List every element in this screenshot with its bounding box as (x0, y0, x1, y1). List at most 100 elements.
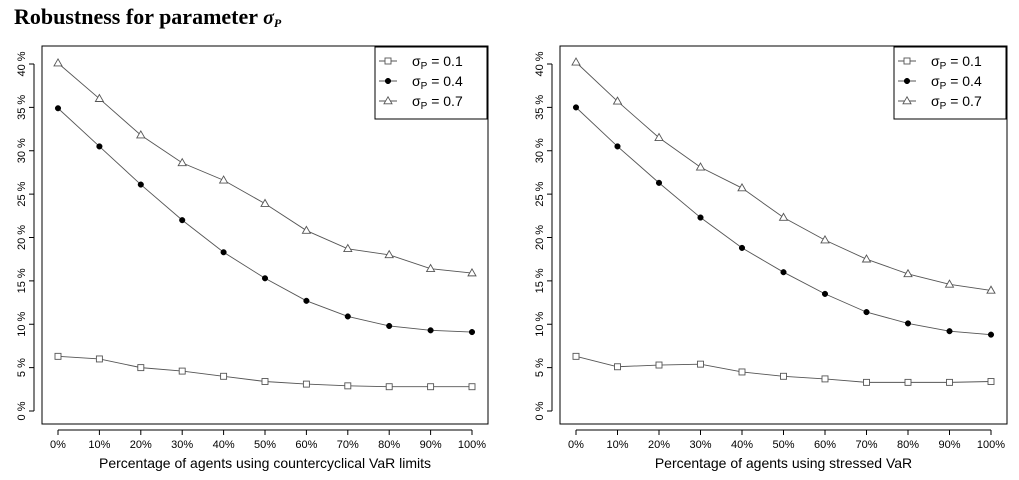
data-point (137, 364, 145, 372)
chart-panel-left: 0 % 5 % 10 % 15 % 20 % 25 % 30 % 35 % 40 % 0% 10% 2… (16, 45, 489, 471)
y-tick-label: 35 % (534, 95, 546, 120)
legend-symbol: σ (931, 93, 940, 109)
x-tick-label: 40% (213, 439, 235, 451)
legend-value: = 0.1 (427, 53, 463, 69)
legend-marker (383, 95, 393, 105)
data-point (904, 320, 912, 327)
data-point (303, 297, 310, 304)
data-point (572, 352, 580, 360)
y-tick-label: 5 % (534, 358, 546, 377)
data-point (944, 279, 955, 288)
data-point (987, 331, 995, 338)
data-point (177, 157, 187, 167)
data-point (94, 93, 105, 102)
data-point (178, 367, 186, 375)
legend-marker (384, 77, 392, 85)
data-point (738, 244, 746, 251)
y-tick-label: 10 % (534, 311, 546, 336)
y-tick-label: 15 % (16, 268, 28, 293)
data-point (863, 309, 870, 316)
legend-marker (902, 95, 912, 105)
legend-box (893, 46, 1007, 120)
data-point (218, 175, 229, 184)
data-point (260, 198, 270, 207)
x-tick-label: 10% (606, 439, 628, 451)
data-point (54, 105, 62, 112)
data-point (468, 383, 476, 391)
x-tick-label: 10% (88, 439, 110, 451)
data-point (946, 328, 953, 335)
legend-box (374, 46, 488, 120)
legend-marker (903, 57, 911, 65)
legend-symbol: σ (931, 53, 940, 69)
legend-value: = 0.1 (946, 53, 982, 69)
legend-label: σP = 0.4 (412, 73, 463, 92)
data-point (614, 143, 621, 150)
legend-symbol: σ (931, 73, 940, 89)
x-tick-label: 90% (938, 439, 960, 451)
data-point (54, 352, 62, 360)
data-point (697, 214, 704, 221)
legend-value: = 0.7 (427, 93, 463, 109)
data-point (820, 234, 830, 244)
x-tick-label: 100% (458, 439, 486, 451)
x-tick-label: 80% (378, 439, 400, 451)
y-tick-label: 10 % (16, 311, 28, 336)
y-tick-label: 35 % (16, 95, 28, 120)
legend-symbol: σ (412, 53, 421, 69)
y-tick-label: 20 % (16, 225, 28, 250)
data-point (385, 383, 393, 391)
data-point (654, 132, 664, 141)
plot-frame (559, 45, 1008, 425)
data-point (136, 130, 146, 139)
legend-value: = 0.4 (427, 73, 463, 89)
x-axis-label: Percentage of agents using countercyclic… (99, 455, 431, 471)
legend-value: = 0.4 (946, 73, 982, 89)
data-point (467, 267, 477, 277)
series-line (575, 107, 992, 336)
data-point (655, 179, 663, 186)
legend-marker (384, 57, 392, 65)
data-point (343, 243, 353, 253)
data-point (903, 268, 913, 278)
data-point (821, 375, 829, 383)
x-tick-label: 30% (689, 439, 711, 451)
data-point (986, 285, 996, 294)
data-point (386, 322, 393, 330)
x-tick-label: 20% (648, 439, 670, 451)
legend-subscript: P (940, 101, 947, 112)
legend-subscript: P (421, 61, 428, 72)
y-tick-label: 40 % (534, 51, 546, 76)
x-tick-label: 40% (731, 439, 753, 451)
legend-subscript: P (421, 81, 428, 92)
series-line (57, 107, 473, 333)
y-tick-label: 25 % (534, 181, 546, 206)
x-tick-label: 70% (337, 439, 359, 451)
title-text: Robustness for parameter (14, 4, 264, 29)
data-point (95, 355, 103, 363)
data-point (220, 249, 227, 256)
data-point (697, 360, 704, 368)
legend-label: σP = 0.1 (412, 53, 463, 72)
legend-label: σP = 0.4 (931, 73, 982, 92)
data-point (904, 378, 912, 386)
data-point (780, 372, 787, 380)
x-tick-label: 0% (568, 439, 584, 451)
data-point (571, 57, 581, 66)
data-point (737, 182, 747, 192)
data-point (53, 58, 63, 67)
data-point (695, 162, 706, 171)
y-tick-label: 0 % (16, 401, 28, 420)
y-tick-label: 5 % (16, 358, 28, 377)
data-point (384, 249, 394, 259)
data-point (220, 372, 228, 380)
x-tick-label: 60% (295, 439, 317, 451)
x-tick-label: 80% (897, 439, 919, 451)
legend-symbol: σ (412, 93, 421, 109)
title-symbol: σ (263, 7, 274, 29)
data-point (179, 217, 186, 224)
legend-symbol: σ (412, 73, 421, 89)
y-tick-label: 40 % (16, 51, 28, 76)
legend-subscript: P (940, 81, 947, 92)
legend-label: σP = 0.7 (931, 93, 982, 112)
